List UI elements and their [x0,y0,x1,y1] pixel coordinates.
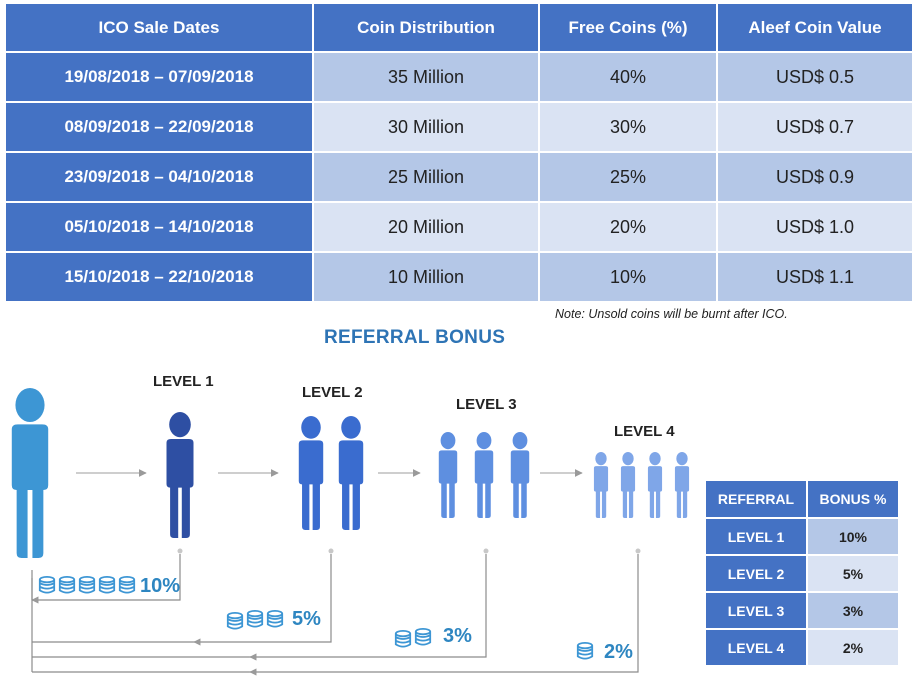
free-coins-cell: 10% [538,251,718,303]
referrer-person-icon [11,388,49,558]
level-2-label: LEVEL 2 [302,384,363,401]
header-bonus-percent: BONUS % [806,479,900,519]
coin-stack-level-3 [394,627,432,648]
sale-date-cell: 15/10/2018 – 22/10/2018 [4,251,314,303]
coin-value-cell: USD$ 0.7 [716,101,914,153]
bonus-level-cell: LEVEL 2 [704,554,808,593]
distribution-cell: 30 Million [312,101,540,153]
referral-bonus-table: REFERRAL BONUS % LEVEL 1 10% LEVEL 2 5% … [704,479,900,667]
distribution-cell: 25 Million [312,151,540,203]
level-1-label: LEVEL 1 [153,373,214,390]
level-3-label: LEVEL 3 [456,396,517,413]
table-row: LEVEL 3 3% [704,591,900,630]
bonus-value-cell: 5% [806,554,900,593]
bonus-value-cell: 2% [806,628,900,667]
coin-stack-level-2 [226,609,284,630]
ico-sale-table: ICO Sale Dates Coin Distribution Free Co… [4,2,914,303]
level-3-bonus-percent: 3% [443,625,472,647]
header-sale-dates: ICO Sale Dates [4,2,314,53]
sale-date-cell: 19/08/2018 – 07/09/2018 [4,51,314,103]
table-row: 23/09/2018 – 04/10/2018 25 Million 25% U… [4,151,914,203]
level-2-person-icon [298,416,364,530]
referral-bonus-title: REFERRAL BONUS [324,327,506,348]
level-2-bonus-percent: 5% [292,608,321,630]
level-3-person-icon [438,432,530,518]
bonus-value-cell: 10% [806,517,900,556]
table-header-row: ICO Sale Dates Coin Distribution Free Co… [4,2,914,53]
coin-stack-level-1 [38,575,136,594]
level-4-label: LEVEL 4 [614,423,675,440]
level-4-person-icon [593,452,690,518]
distribution-cell: 20 Million [312,201,540,253]
coin-stack-level-4 [576,641,594,660]
free-coins-cell: 20% [538,201,718,253]
coin-value-cell: USD$ 0.9 [716,151,914,203]
bonus-value-cell: 3% [806,591,900,630]
coin-value-cell: USD$ 0.5 [716,51,914,103]
table-row: 15/10/2018 – 22/10/2018 10 Million 10% U… [4,251,914,303]
distribution-cell: 10 Million [312,251,540,303]
free-coins-cell: 40% [538,51,718,103]
bonus-level-cell: LEVEL 1 [704,517,808,556]
referral-diagram [11,388,690,676]
header-coin-value: Aleef Coin Value [716,2,914,53]
coin-value-cell: USD$ 1.0 [716,201,914,253]
level-1-bonus-percent: 10% [140,575,181,597]
level-4-bonus-percent: 2% [604,641,633,663]
sale-date-cell: 08/09/2018 – 22/09/2018 [4,101,314,153]
bonus-level-cell: LEVEL 3 [704,591,808,630]
free-coins-cell: 30% [538,101,718,153]
unsold-coins-note: Note: Unsold coins will be burnt after I… [555,307,788,321]
header-referral: REFERRAL [704,479,808,519]
sale-date-cell: 05/10/2018 – 14/10/2018 [4,201,314,253]
table-row: 05/10/2018 – 14/10/2018 20 Million 20% U… [4,201,914,253]
bonus-header-row: REFERRAL BONUS % [704,479,900,519]
header-coin-distribution: Coin Distribution [312,2,540,53]
header-free-coins: Free Coins (%) [538,2,718,53]
sale-date-cell: 23/09/2018 – 04/10/2018 [4,151,314,203]
bonus-level-cell: LEVEL 4 [704,628,808,667]
level-1-person-icon [166,412,194,538]
distribution-cell: 35 Million [312,51,540,103]
table-row: LEVEL 4 2% [704,628,900,667]
bonus-return-lines [31,548,641,676]
coin-value-cell: USD$ 1.1 [716,251,914,303]
table-row: 08/09/2018 – 22/09/2018 30 Million 30% U… [4,101,914,153]
table-row: 19/08/2018 – 07/09/2018 35 Million 40% U… [4,51,914,103]
table-row: LEVEL 2 5% [704,554,900,593]
free-coins-cell: 25% [538,151,718,203]
table-row: LEVEL 1 10% [704,517,900,556]
